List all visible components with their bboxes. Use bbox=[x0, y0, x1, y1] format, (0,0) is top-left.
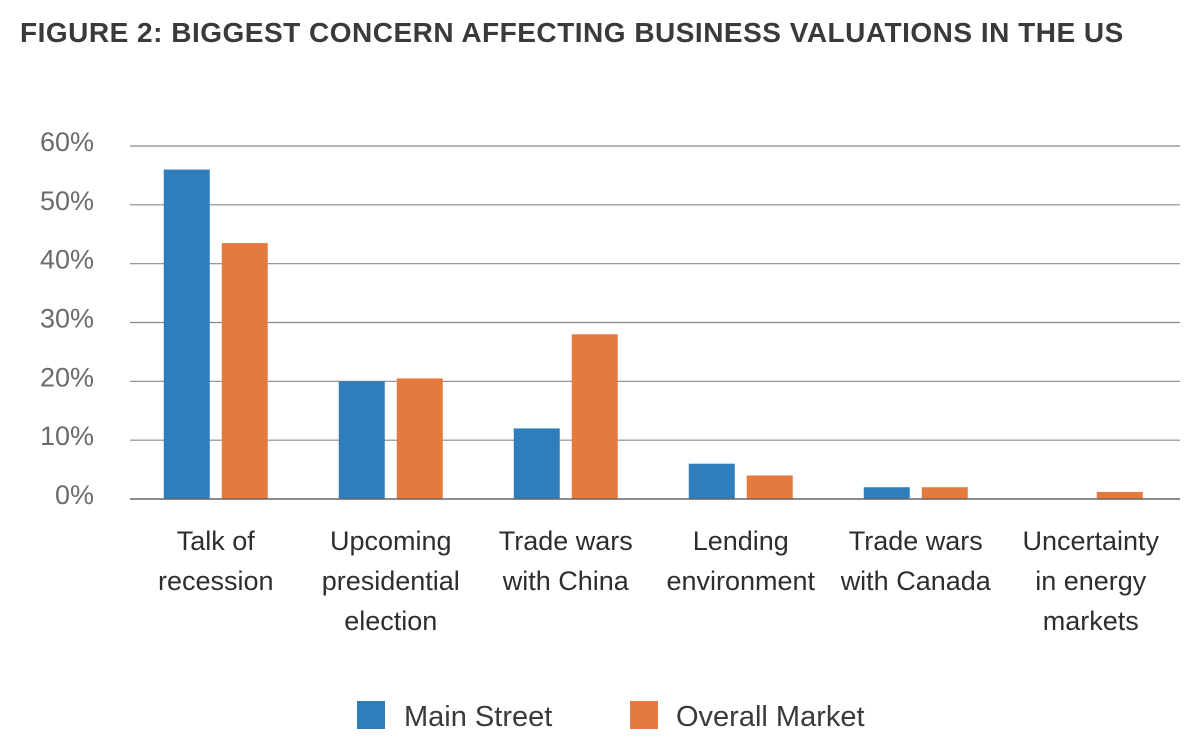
bar-overall-market bbox=[396, 378, 443, 499]
legend-swatch-overall-market bbox=[630, 701, 658, 729]
x-category-label: Trade wars with China bbox=[499, 526, 633, 596]
bar-overall-market bbox=[921, 487, 968, 499]
y-tick-label: 60% bbox=[40, 127, 94, 157]
y-tick-label: 50% bbox=[40, 186, 94, 216]
legend-label-overall-market: Overall Market bbox=[676, 701, 865, 733]
x-category-label: Upcoming presidential election bbox=[322, 526, 460, 636]
bar-main-street bbox=[863, 487, 910, 499]
y-tick-label: 20% bbox=[40, 362, 94, 392]
bar-overall-market bbox=[1096, 491, 1143, 499]
x-axis-categories: Talk of recession Upcoming presidential elec… bbox=[158, 526, 1160, 636]
bar-main-street bbox=[163, 169, 210, 500]
y-tick-label: 30% bbox=[40, 304, 94, 334]
legend: Main Street Overall Market bbox=[357, 701, 865, 733]
bar-main-street bbox=[513, 428, 560, 499]
bar-overall-market bbox=[221, 243, 268, 499]
x-category-label: Talk of recession bbox=[158, 526, 274, 596]
bar-main-street bbox=[338, 381, 385, 499]
x-category-label: Lending environment bbox=[666, 526, 815, 596]
x-category-label: Trade wars with Canada bbox=[840, 526, 992, 596]
x-category-label: Uncertainty in energy markets bbox=[1022, 526, 1159, 636]
bar-overall-market bbox=[746, 475, 793, 499]
bar-overall-market bbox=[571, 334, 618, 499]
y-axis-ticks: 0% 10% 20% 30% 40% 50% 60% bbox=[40, 127, 94, 510]
bar-main-street bbox=[688, 463, 735, 499]
y-tick-label: 0% bbox=[55, 480, 94, 510]
legend-label-main-street: Main Street bbox=[404, 701, 552, 733]
gridlines bbox=[130, 145, 1180, 441]
y-tick-label: 10% bbox=[40, 421, 94, 451]
bars bbox=[163, 169, 1143, 500]
y-tick-label: 40% bbox=[40, 245, 94, 275]
chart-title: FIGURE 2: BIGGEST CONCERN AFFECTING BUSI… bbox=[20, 17, 1124, 48]
legend-swatch-main-street bbox=[357, 701, 385, 729]
